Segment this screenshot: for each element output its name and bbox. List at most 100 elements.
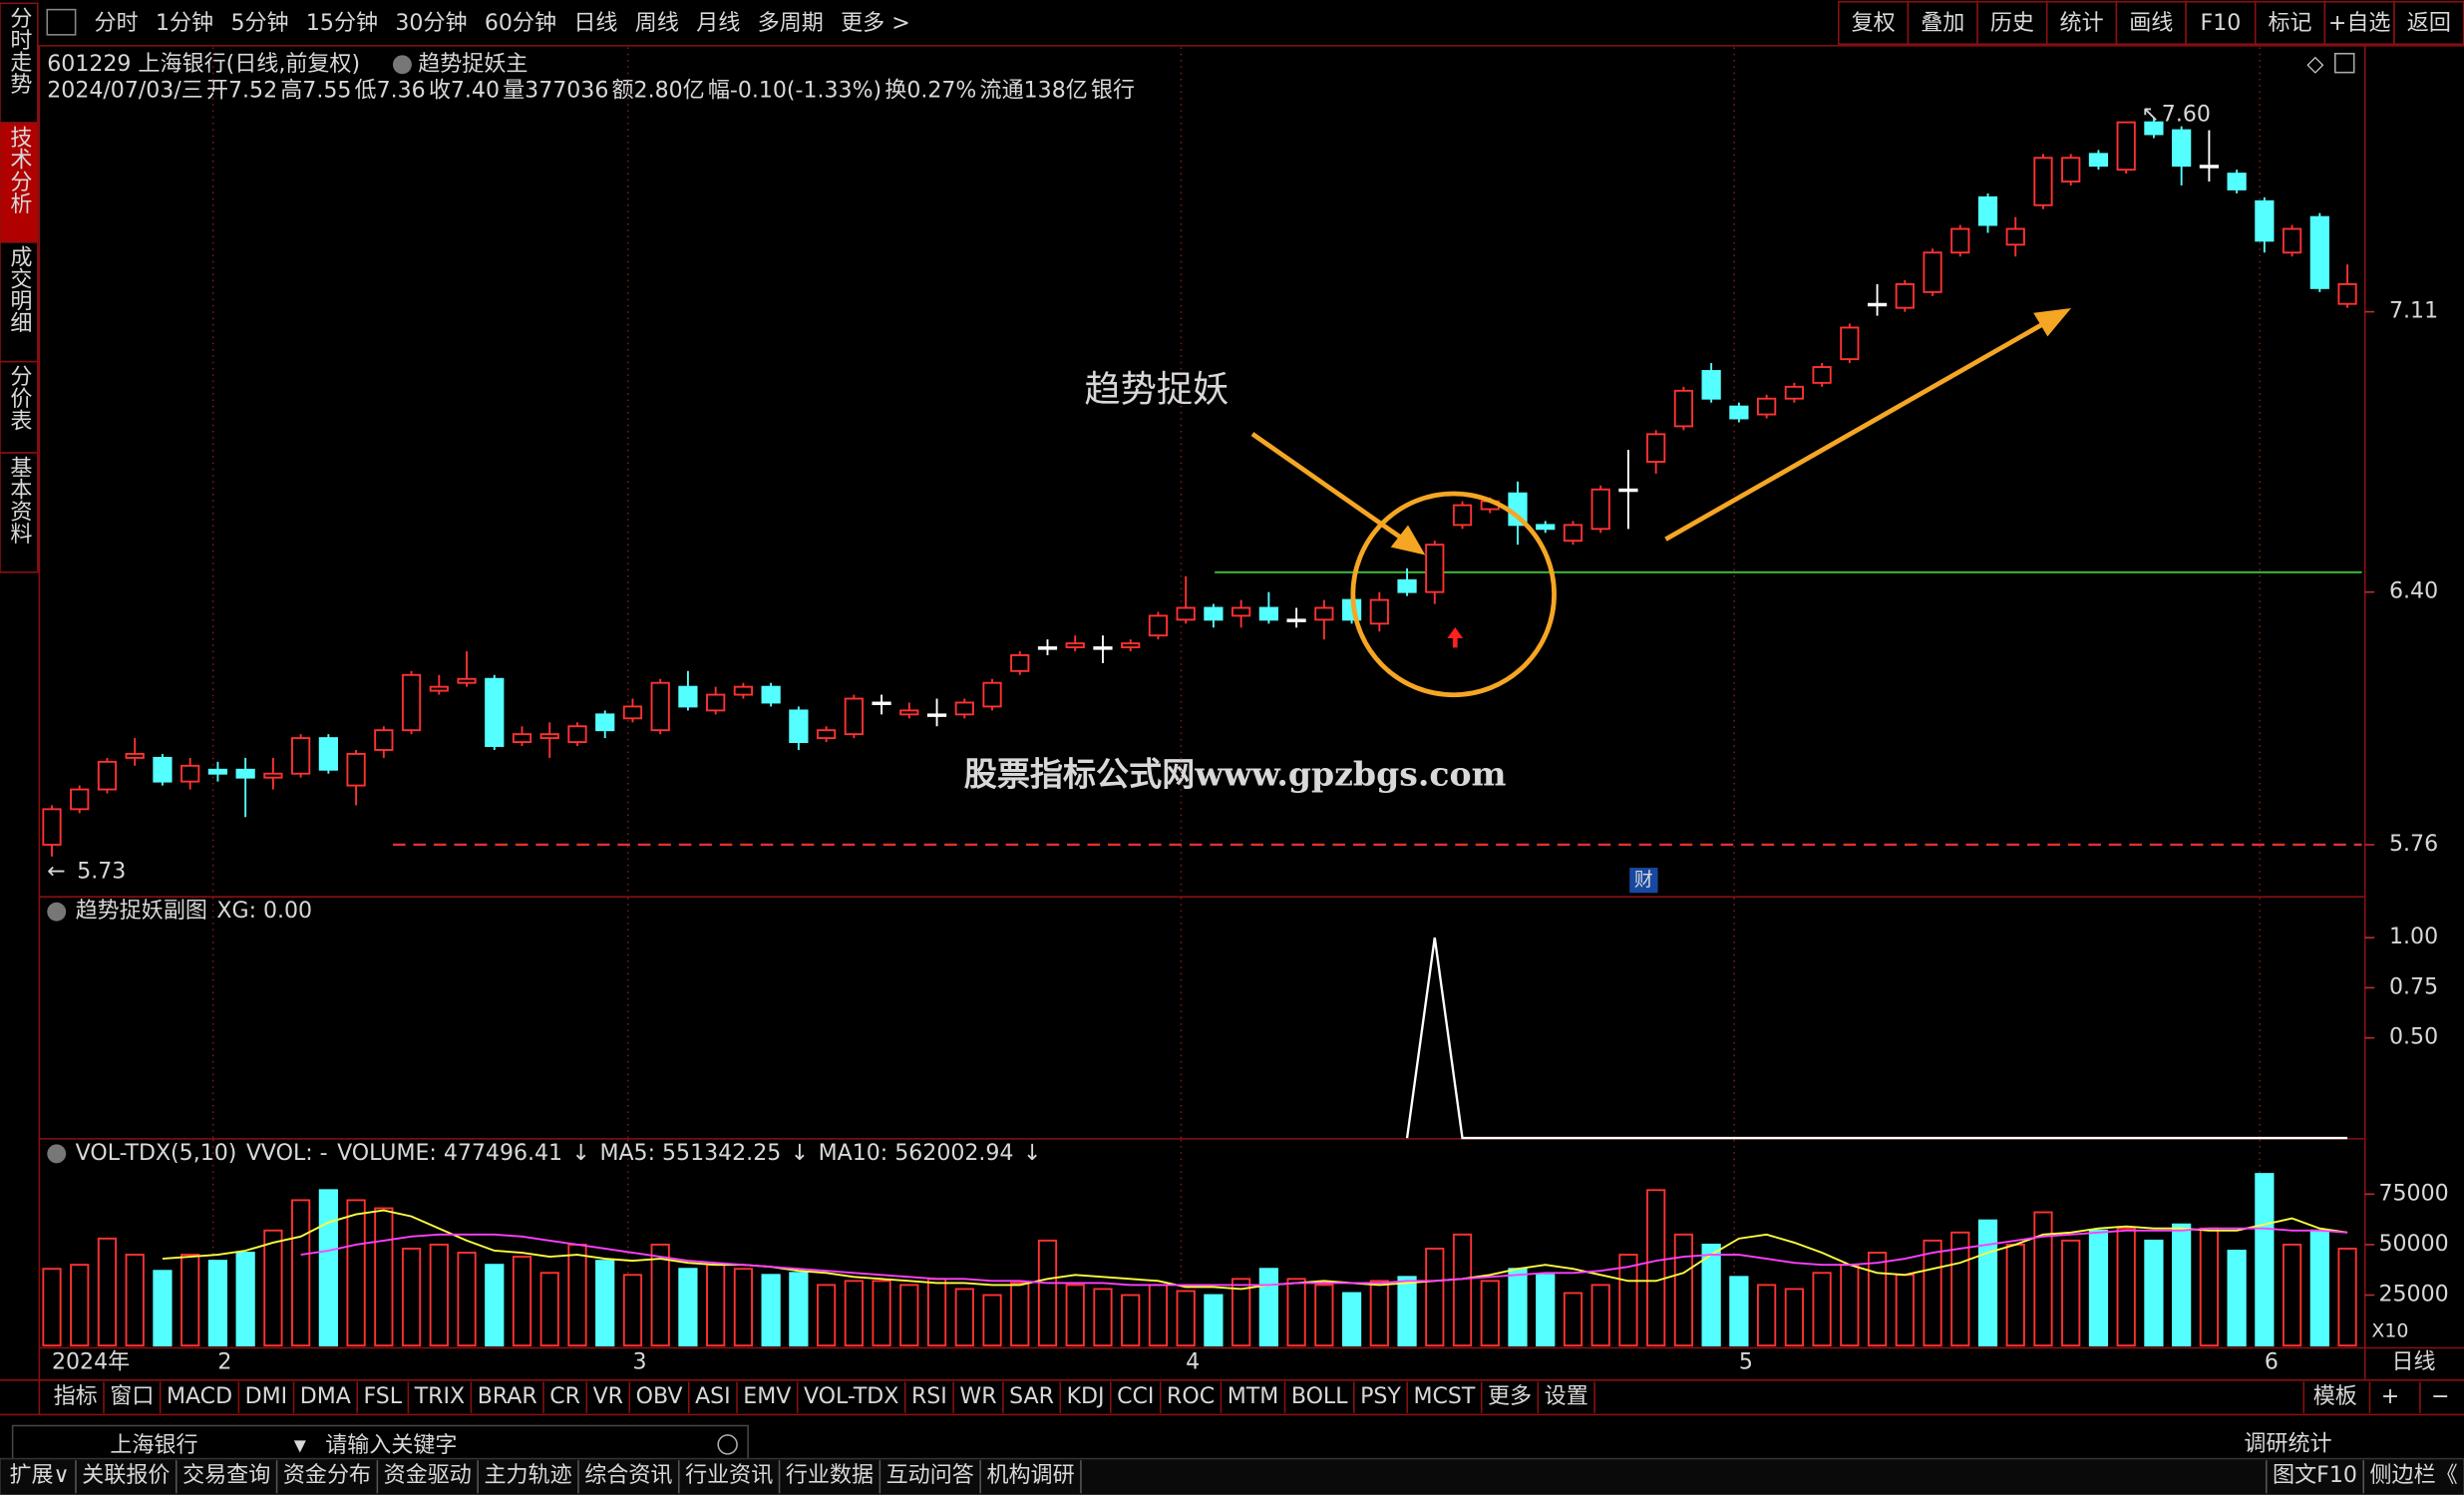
period-tab[interactable]: 5分钟 (230, 11, 288, 36)
tool-button[interactable] (2045, 0, 2118, 46)
bottom-tab[interactable]: 交易查询 (182, 1463, 270, 1488)
tool-button[interactable] (1976, 0, 2048, 46)
indicator-tab[interactable]: VR (593, 1384, 623, 1409)
indicator-tab[interactable]: 窗口 (110, 1384, 154, 1409)
volume-bar (1895, 1274, 1915, 1347)
ma5-line (162, 1209, 2348, 1291)
tool-label: 返回 (2407, 11, 2451, 36)
bottom-tab[interactable]: 综合资讯 (584, 1463, 672, 1488)
tool-button[interactable] (2185, 0, 2257, 46)
candle-body (1010, 654, 1030, 672)
tool-button[interactable] (1907, 0, 1978, 46)
volume-bar (429, 1243, 449, 1347)
indicator-tab[interactable]: RSI (911, 1384, 947, 1409)
indicator-tab[interactable]: BRAR (478, 1384, 537, 1409)
template-tab[interactable]: − (2431, 1384, 2449, 1409)
indicator-tab[interactable]: OBV (636, 1384, 683, 1409)
volume-bar (1508, 1268, 1528, 1347)
indicator-tab[interactable]: SAR (1009, 1384, 1054, 1409)
side-tab[interactable] (0, 122, 39, 243)
indicator-tab[interactable]: BOLL (1291, 1384, 1348, 1409)
panel-icon[interactable] (47, 1144, 67, 1164)
volume-bar (539, 1272, 559, 1347)
candle-body (429, 685, 449, 692)
tool-button[interactable] (1838, 0, 1910, 46)
bottom-tab[interactable]: 扩展∨ (9, 1463, 69, 1488)
indicator-tab[interactable]: DMI (245, 1384, 288, 1409)
indicator-tab[interactable]: VOL-TDX (804, 1384, 898, 1409)
volume-bar (1923, 1239, 1942, 1347)
indicator-tab[interactable]: KDJ (1067, 1384, 1105, 1409)
period-tab[interactable]: 周线 (635, 11, 679, 36)
period-tab[interactable]: 日线 (573, 11, 617, 36)
bottom-tab[interactable]: 行业资讯 (685, 1463, 773, 1488)
ma10-line (300, 1227, 2348, 1287)
tool-button[interactable] (2393, 0, 2464, 46)
indicator-tab[interactable]: ROC (1167, 1384, 1215, 1409)
window-icon[interactable] (46, 8, 77, 36)
search-right[interactable]: 调研统计 (2244, 1431, 2331, 1456)
indicator-icon[interactable] (392, 55, 412, 75)
bottom-tab[interactable]: 行业数据 (786, 1463, 874, 1488)
indicator-tab[interactable]: DMA (300, 1384, 351, 1409)
panel-header: VOL-TDX(5,10) (76, 1141, 237, 1166)
indicator-tab[interactable]: CR (549, 1384, 580, 1409)
indicator-tab[interactable]: 更多 (1488, 1384, 1532, 1409)
indicator-tab[interactable]: MCST (1413, 1384, 1475, 1409)
tool-label: 复权 (1852, 11, 1896, 36)
indicator-tab[interactable]: CCI (1117, 1384, 1154, 1409)
indicator-tab[interactable]: 设置 (1545, 1384, 1588, 1409)
multiplier: X10 (2371, 1319, 2408, 1341)
period-tab[interactable]: 月线 (696, 11, 740, 36)
period-tab[interactable]: 15分钟 (306, 11, 378, 36)
x-tick-label: 2 (217, 1349, 231, 1374)
template-tab[interactable]: + (2381, 1384, 2399, 1409)
side-tab-label: 成交明细 (6, 245, 32, 334)
panel-icon[interactable] (47, 902, 67, 922)
indicator-tab[interactable]: MTM (1228, 1384, 1279, 1409)
tool-button[interactable] (2254, 0, 2326, 46)
indicator-tab[interactable]: 指标 (54, 1384, 98, 1409)
volume-bar (1646, 1189, 1666, 1347)
indicator-tab[interactable]: FSL (364, 1384, 403, 1409)
indicator-tab[interactable]: WR (959, 1384, 996, 1409)
search-icon[interactable] (717, 1434, 738, 1455)
period-tab[interactable]: 多周期 (758, 11, 824, 36)
candle-body (567, 725, 587, 744)
y-tick-label: 5.76 (2389, 832, 2438, 857)
period-tab[interactable]: 1分钟 (156, 11, 213, 36)
bottom-tab[interactable]: 机构调研 (986, 1463, 1074, 1488)
period-tab[interactable]: 更多 > (841, 11, 910, 36)
bottom-tab[interactable]: 关联报价 (82, 1463, 170, 1488)
indicator-tab[interactable]: TRIX (414, 1384, 465, 1409)
bottom-tab[interactable]: 资金驱动 (384, 1463, 472, 1488)
bottom-tab[interactable]: 主力轨迹 (484, 1463, 571, 1488)
diamond-icon[interactable]: ◇ (2306, 52, 2323, 77)
volume-bar (42, 1268, 62, 1347)
tool-label: 叠加 (1921, 11, 1964, 36)
side-tab[interactable] (0, 2, 39, 124)
period-tab[interactable]: 分时 (95, 11, 139, 36)
candle-body (595, 713, 615, 732)
candle-body (1646, 433, 1666, 463)
bottom-right-tab[interactable]: 图文F10 (2273, 1463, 2357, 1488)
indicator-tab[interactable]: EMV (743, 1384, 791, 1409)
volume-bar (1590, 1284, 1610, 1347)
template-tab[interactable]: 模板 (2313, 1384, 2357, 1409)
tool-label: 画线 (2129, 11, 2173, 36)
indicator-tab[interactable]: MACD (167, 1384, 232, 1409)
tool-button[interactable] (2115, 0, 2187, 46)
bottom-tab[interactable]: 资金分布 (283, 1463, 371, 1488)
side-tab[interactable] (0, 241, 39, 363)
bottom-tab[interactable]: 互动问答 (886, 1463, 974, 1488)
period-tab[interactable]: 60分钟 (485, 11, 556, 36)
period-tab[interactable]: 30分钟 (395, 11, 467, 36)
indicator-tab[interactable]: PSY (1360, 1384, 1401, 1409)
side-tab-label: 分价表 (6, 365, 32, 432)
candle-body (872, 701, 891, 705)
bottom-right-tab[interactable]: 侧边栏《 (2370, 1463, 2458, 1488)
side-tab[interactable] (0, 452, 39, 573)
indicator-tab[interactable]: ASI (695, 1384, 731, 1409)
restore-icon[interactable] (2333, 52, 2355, 74)
volume-bar (125, 1254, 145, 1347)
